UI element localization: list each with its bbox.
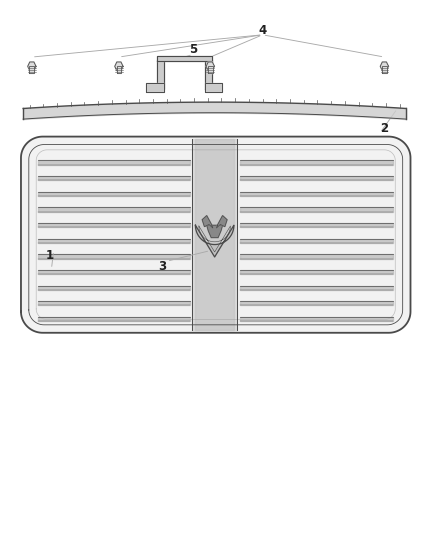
Polygon shape <box>21 136 410 333</box>
Polygon shape <box>39 270 190 274</box>
Polygon shape <box>39 176 190 180</box>
Polygon shape <box>208 66 213 73</box>
Polygon shape <box>39 239 190 243</box>
Polygon shape <box>39 317 190 321</box>
Polygon shape <box>39 223 190 227</box>
Polygon shape <box>207 225 223 238</box>
Polygon shape <box>39 286 190 290</box>
Polygon shape <box>382 66 387 73</box>
Polygon shape <box>206 62 215 71</box>
Polygon shape <box>39 254 190 259</box>
Text: 1: 1 <box>45 249 53 262</box>
Polygon shape <box>240 160 393 165</box>
Polygon shape <box>39 301 190 305</box>
Text: 5: 5 <box>189 43 197 55</box>
Polygon shape <box>205 60 212 89</box>
Polygon shape <box>240 176 393 180</box>
Polygon shape <box>240 286 393 290</box>
Polygon shape <box>240 270 393 274</box>
Polygon shape <box>380 62 389 71</box>
Polygon shape <box>240 254 393 259</box>
Polygon shape <box>202 216 213 228</box>
Polygon shape <box>240 239 393 243</box>
Polygon shape <box>29 66 34 73</box>
Polygon shape <box>115 62 123 71</box>
Polygon shape <box>240 223 393 227</box>
Polygon shape <box>117 66 121 73</box>
Polygon shape <box>240 301 393 305</box>
Polygon shape <box>240 192 393 196</box>
Polygon shape <box>39 192 190 196</box>
Polygon shape <box>39 207 190 212</box>
Polygon shape <box>240 207 393 212</box>
Polygon shape <box>195 139 234 330</box>
Polygon shape <box>195 225 234 257</box>
Text: 3: 3 <box>159 260 166 273</box>
Polygon shape <box>146 83 164 92</box>
Polygon shape <box>157 60 164 89</box>
Polygon shape <box>205 83 223 92</box>
Polygon shape <box>216 216 227 228</box>
Polygon shape <box>39 160 190 165</box>
Polygon shape <box>28 62 36 71</box>
Polygon shape <box>192 139 237 330</box>
Text: 2: 2 <box>380 122 389 135</box>
Text: 4: 4 <box>258 24 267 37</box>
Polygon shape <box>240 317 393 321</box>
Polygon shape <box>157 56 212 61</box>
